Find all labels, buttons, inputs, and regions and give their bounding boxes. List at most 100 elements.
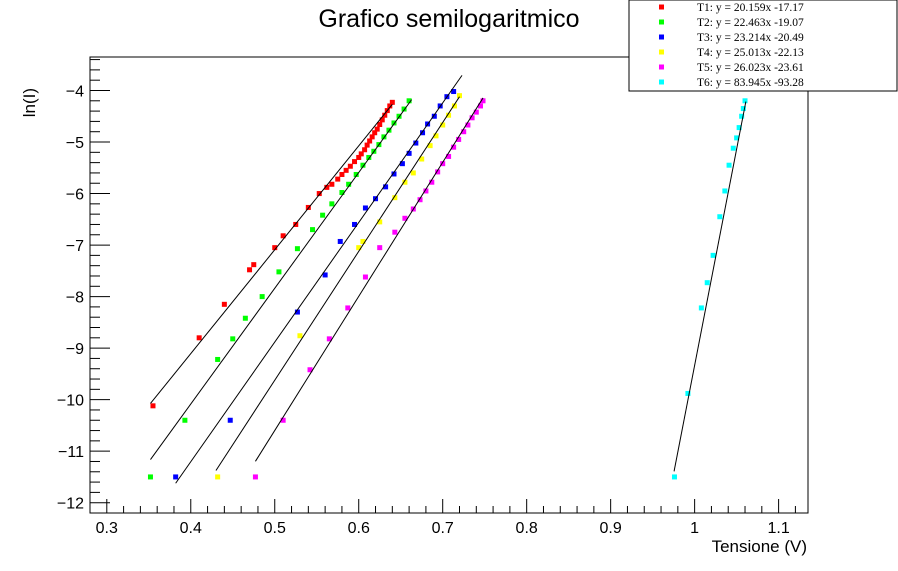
- data-point: [423, 188, 429, 194]
- data-point: [389, 99, 395, 105]
- data-point: [364, 142, 370, 148]
- y-tick-label: −9: [66, 341, 84, 358]
- data-point: [704, 280, 710, 286]
- legend-entry: T2: y = 22.463x -19.07: [659, 17, 804, 29]
- x-tick-label: 0.4: [180, 520, 202, 537]
- data-point: [429, 179, 435, 185]
- fit-line-T6: [673, 101, 747, 472]
- x-tick-label: 1: [690, 520, 699, 537]
- data-point: [392, 229, 398, 235]
- legend-entries: T1: y = 20.159x -17.17 T2: y = 22.463x -1…: [659, 2, 804, 89]
- legend-marker: [659, 79, 664, 85]
- data-point: [358, 151, 364, 157]
- data-point: [367, 138, 373, 144]
- legend: T1: y = 20.159x -17.17 T2: y = 22.463x -1…: [628, 0, 898, 92]
- data-point: [173, 474, 179, 480]
- data-point: [685, 390, 691, 396]
- data-point: [387, 103, 393, 109]
- data-point: [730, 145, 736, 151]
- data-point: [294, 309, 300, 315]
- data-point: [417, 197, 423, 203]
- data-point: [477, 103, 483, 109]
- x-tick-label: 0.3: [96, 520, 118, 537]
- y-tick-label: −12: [57, 496, 84, 513]
- data-point: [383, 184, 389, 190]
- chart-title: Grafico semilogaritmico: [318, 5, 579, 33]
- legend-marker: [659, 49, 664, 55]
- data-point: [461, 129, 467, 135]
- data-point: [356, 245, 362, 251]
- data-point: [345, 305, 351, 311]
- data-point: [360, 238, 366, 244]
- series-T6: [671, 98, 748, 480]
- y-tick-label: −7: [66, 238, 84, 255]
- series-T4: [215, 93, 462, 480]
- fit-line-T4: [215, 96, 460, 471]
- data-point: [230, 336, 236, 342]
- data-point: [182, 417, 188, 423]
- data-point: [362, 147, 368, 153]
- legend-entry: T5: y = 26.023x -23.61: [659, 62, 804, 74]
- data-point: [377, 121, 383, 127]
- data-point: [147, 474, 153, 480]
- data-point: [377, 219, 383, 225]
- data-point: [402, 215, 408, 221]
- data-point: [739, 113, 745, 119]
- y-tick-label: −5: [66, 135, 84, 152]
- legend-label: T3: y = 23.214x -20.49: [697, 32, 804, 44]
- data-point: [227, 417, 233, 423]
- data-point: [440, 161, 446, 167]
- data-point: [335, 176, 341, 182]
- data-point: [456, 93, 462, 99]
- data-point: [272, 245, 278, 251]
- data-point: [150, 403, 156, 409]
- data-point: [391, 171, 397, 177]
- data-point: [473, 109, 479, 115]
- x-tick-label: 0.9: [600, 520, 622, 537]
- data-point: [440, 122, 446, 128]
- data-point: [413, 140, 419, 146]
- data-point: [259, 294, 265, 300]
- data-point: [247, 267, 253, 273]
- legend-label: T2: y = 22.463x -19.07: [697, 17, 804, 29]
- legend-entry: T4: y = 25.013x -22.13: [659, 47, 804, 59]
- y-tick-label: −10: [57, 393, 84, 410]
- data-point: [410, 170, 416, 176]
- legend-box: [628, 0, 898, 92]
- fit-line-T3: [175, 75, 463, 484]
- y-axis-label: ln(I): [20, 88, 39, 117]
- series-T1: [150, 99, 395, 409]
- data-point: [698, 305, 704, 311]
- data-point: [251, 262, 257, 268]
- data-point: [391, 120, 397, 126]
- legend-label: T6: y = 83.945x -93.28: [697, 77, 804, 89]
- data-point: [435, 169, 441, 175]
- data-point: [717, 214, 723, 220]
- data-point: [382, 112, 388, 118]
- data-point: [343, 167, 349, 173]
- fit-line-T5: [255, 97, 484, 462]
- data-point: [356, 154, 362, 160]
- data-point: [326, 336, 332, 342]
- data-point: [360, 162, 366, 168]
- data-point: [307, 367, 313, 373]
- data-point: [392, 195, 398, 201]
- data-point: [734, 135, 740, 141]
- series-T5: [252, 98, 486, 480]
- data-point: [310, 227, 316, 233]
- data-point: [377, 245, 383, 251]
- data-point: [280, 233, 286, 239]
- legend-marker: [659, 34, 664, 40]
- data-point: [671, 474, 677, 480]
- y-tick-label: −4: [66, 83, 84, 100]
- data-point: [215, 474, 221, 480]
- data-point: [221, 301, 227, 307]
- legend-marker: [659, 19, 664, 25]
- data-point: [369, 134, 375, 140]
- y-tick-label: −8: [66, 290, 84, 307]
- data-point: [451, 89, 457, 95]
- data-point: [451, 103, 457, 109]
- data-point: [362, 274, 368, 280]
- data-point: [324, 184, 330, 190]
